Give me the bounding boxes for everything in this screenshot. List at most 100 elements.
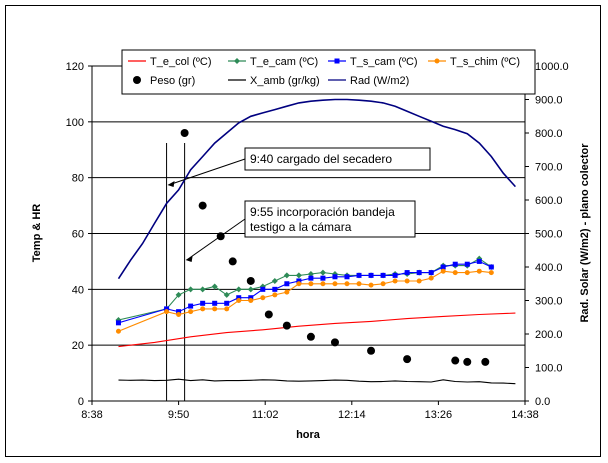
data-point	[236, 298, 242, 303]
data-point	[481, 357, 490, 366]
legend-label: T_s_chim (ºC)	[450, 56, 520, 68]
data-point	[176, 311, 182, 317]
legend-label: T_e_col (ºC)	[150, 56, 211, 68]
x-tick-label: 8:38	[81, 409, 102, 421]
data-point	[212, 306, 218, 312]
y2-tick-label: 100.0	[535, 363, 563, 375]
data-point	[295, 272, 302, 279]
data-point	[264, 310, 273, 319]
y-tick-label: 120	[66, 61, 84, 73]
data-point	[272, 292, 278, 298]
data-point	[332, 274, 338, 280]
data-point	[344, 281, 350, 287]
data-point	[403, 355, 412, 364]
legend-label: T_e_cam (ºC)	[250, 56, 318, 68]
x-tick-label: 9:50	[168, 409, 189, 421]
data-point	[320, 275, 326, 281]
data-point	[488, 264, 494, 270]
y2-tick-label: 200.0	[535, 329, 563, 341]
data-point	[175, 291, 182, 298]
annotation-text: 9:40 cargado del secadero	[250, 152, 392, 166]
data-point	[308, 275, 314, 281]
data-point	[224, 306, 230, 312]
x-tick-label: 14:38	[511, 409, 539, 421]
data-point	[115, 320, 121, 326]
vertical-markers	[166, 143, 186, 401]
data-point	[187, 286, 194, 293]
data-point	[188, 303, 194, 309]
data-point	[464, 270, 470, 276]
legend-label: Rad (W/m2)	[350, 75, 409, 87]
data-point	[334, 58, 340, 64]
annotation-leader	[168, 158, 246, 186]
data-point	[199, 286, 206, 293]
x-tick-label: 13:26	[425, 409, 453, 421]
series-line	[118, 378, 516, 385]
y2-tick-label: 700.0	[535, 162, 563, 174]
data-point	[271, 277, 278, 284]
data-point	[247, 286, 254, 293]
annotation-arrowhead	[167, 181, 175, 187]
data-point	[464, 261, 470, 267]
y2-tick-label: 0.0	[535, 396, 550, 408]
data-point	[282, 321, 291, 330]
data-point	[428, 270, 434, 276]
data-point	[392, 278, 398, 284]
data-point	[198, 201, 207, 210]
data-point	[440, 268, 446, 274]
data-point	[368, 272, 374, 278]
data-point	[356, 281, 362, 287]
x-axis-title: hora	[296, 429, 321, 441]
data-point	[476, 268, 482, 274]
data-point	[356, 272, 362, 278]
data-point	[228, 257, 237, 266]
annotation-text: testigo a la cámara	[250, 220, 352, 234]
data-point	[307, 270, 314, 277]
data-point	[428, 275, 434, 281]
y-tick-label: 100	[66, 117, 84, 129]
data-point	[200, 300, 206, 306]
y-tick-label: 0	[78, 396, 84, 408]
y-tick-label: 80	[72, 173, 84, 185]
legend-box	[121, 49, 536, 95]
data-point	[452, 261, 458, 267]
data-point	[284, 289, 290, 295]
data-point	[236, 295, 242, 301]
annotation-leader	[186, 218, 246, 261]
data-point	[368, 282, 374, 288]
data-point	[330, 338, 339, 347]
legend-label: T_s_cam (ºC)	[350, 56, 418, 68]
legend: T_e_col (ºC) T_e_cam (ºC) T_s_cam (ºC) T_s_…	[121, 49, 536, 95]
data-point	[440, 264, 446, 270]
data-point	[283, 272, 290, 279]
data-point	[133, 76, 141, 84]
data-point	[416, 270, 422, 276]
y2-tick-label: 800.0	[535, 128, 563, 140]
annotation-arrowhead	[185, 256, 193, 262]
data-point	[332, 281, 338, 287]
data-point	[211, 283, 218, 290]
data-point	[284, 281, 290, 287]
data-point	[476, 258, 482, 264]
annotation-text: 9:55 incorporación bandeja	[250, 205, 395, 219]
y2-tick-label: 1000.0	[535, 61, 569, 73]
data-point	[319, 269, 326, 276]
x-tick-label: 12:14	[338, 409, 366, 421]
data-point	[164, 306, 170, 312]
data-point	[380, 281, 386, 287]
legend-label: Peso (gr)	[150, 75, 195, 87]
y-tick-label: 40	[72, 284, 84, 296]
y2-tick-label: 400.0	[535, 262, 563, 274]
data-point	[188, 309, 194, 315]
y2-tick-label: 600.0	[535, 195, 563, 207]
x-tick-label: 11:02	[252, 409, 279, 421]
data-point	[320, 281, 326, 287]
data-point	[451, 356, 460, 365]
y2-tick-label: 300.0	[535, 296, 563, 308]
data-point	[235, 286, 242, 293]
data-point	[224, 300, 230, 306]
axes: 0 20 40 60 80 100 120 0.0 100.0 200.0 300.0 400.0 50…	[66, 61, 569, 421]
data-point	[164, 309, 170, 315]
data-point	[260, 295, 266, 301]
y-tick-label: 60	[72, 229, 84, 241]
